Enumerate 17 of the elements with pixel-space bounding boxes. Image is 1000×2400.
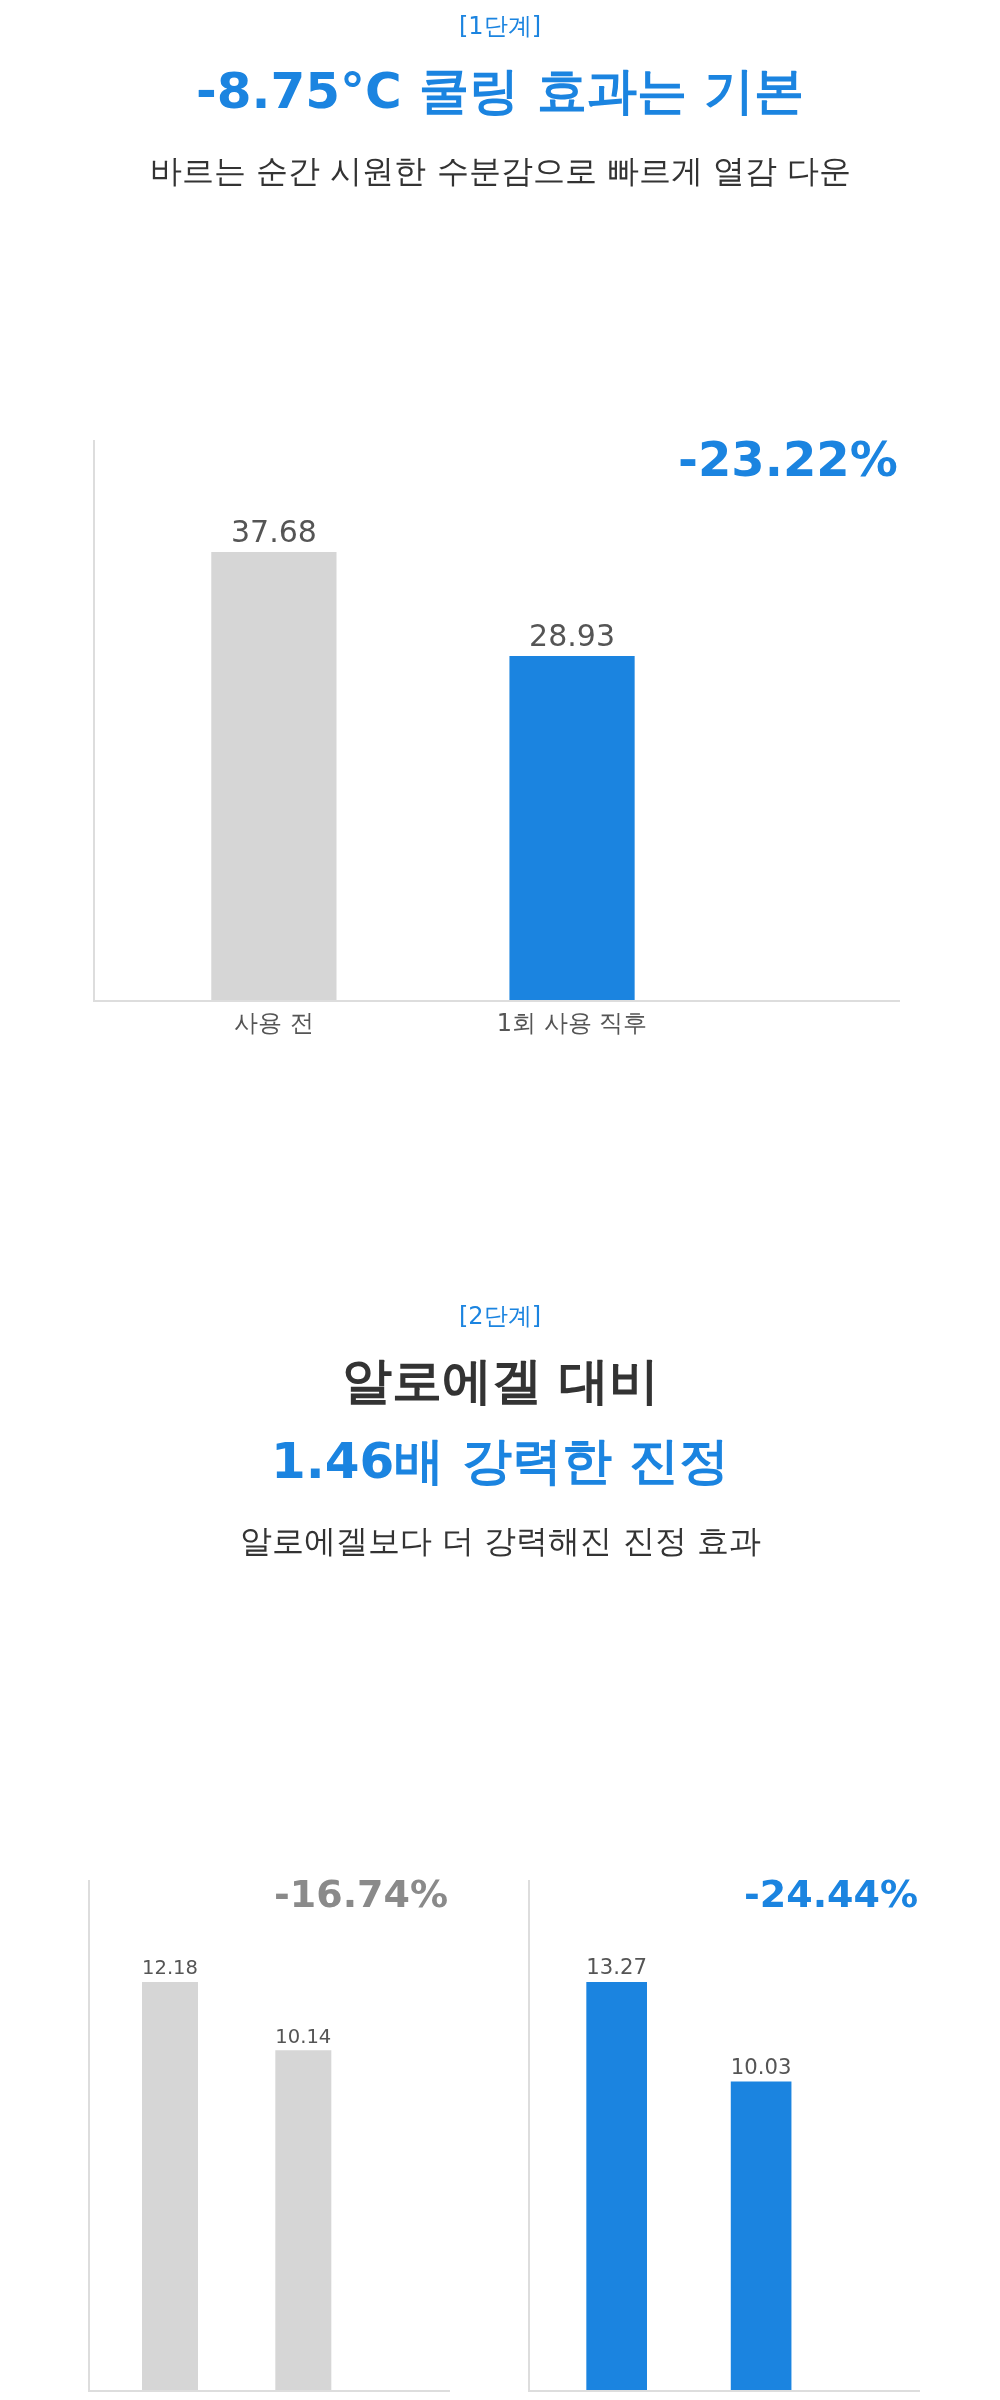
- text: [1단계]: [459, 12, 541, 40]
- data-label: 10.03: [730, 2053, 792, 2079]
- data-label: 12.18: [142, 1956, 198, 1980]
- text: -23.22%: [678, 431, 898, 487]
- text: -16.74%: [274, 1872, 449, 1916]
- x-tick-label: 사용 전: [234, 1008, 314, 1037]
- chart-subtitle: 바르는 순간 시원한 수분감으로 빠르게 열감 다운: [150, 152, 852, 190]
- data-label: 13.27: [586, 1954, 647, 1980]
- chart-title: 알로에겔 대비 1.46배 강력한 진정: [271, 1352, 730, 1490]
- chart-subtitle: 알로에겔보다 더 강력해진 진정 효과: [240, 1522, 761, 1560]
- data-label: 10.14: [275, 2024, 332, 2048]
- chart-title: -8.75°C 쿨링 효과는 기본: [196, 62, 805, 120]
- text: [2단계]: [459, 1302, 541, 1330]
- data-label: 37.68: [230, 514, 317, 549]
- data-label: 28.93: [529, 618, 615, 654]
- text: -24.44%: [744, 1872, 919, 1916]
- x-tick-label: 1회 사용 직후: [496, 1008, 648, 1037]
